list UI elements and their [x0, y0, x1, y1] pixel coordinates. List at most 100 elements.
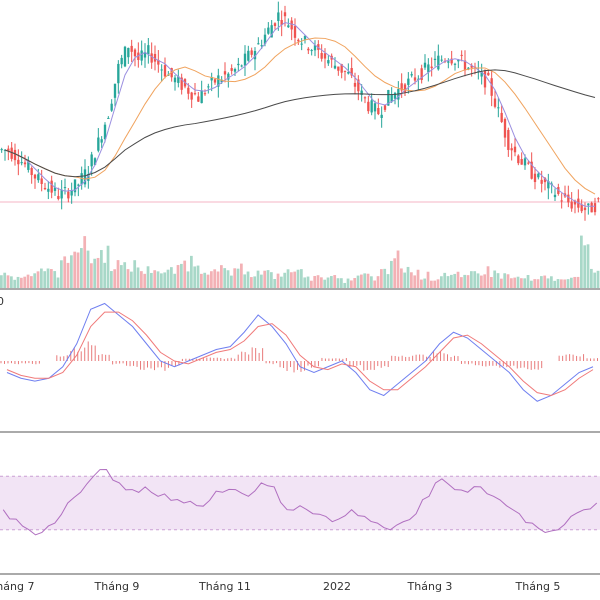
- volume-bar: [306, 276, 310, 288]
- candle-body: [520, 159, 523, 165]
- volume-bar: [160, 273, 163, 288]
- candle-body: [467, 67, 470, 69]
- candle-body: [157, 59, 160, 65]
- volume-bar: [373, 280, 377, 288]
- x-tick-label: Tháng 7: [0, 580, 34, 593]
- volume-bar: [110, 271, 113, 288]
- candle-body: [593, 203, 597, 213]
- volume-bar: [360, 274, 363, 288]
- candle-body: [543, 178, 547, 183]
- candle-body: [147, 45, 150, 55]
- candle-body: [413, 77, 417, 81]
- candle-body: [47, 188, 50, 192]
- candle-body: [130, 45, 133, 52]
- volume-bar: [286, 269, 290, 288]
- candle-body: [120, 57, 123, 65]
- candle-body: [490, 78, 493, 96]
- candle-body: [67, 191, 70, 199]
- candle-body: [73, 179, 77, 193]
- candle-body: [383, 105, 387, 110]
- volume-bar: [76, 252, 80, 288]
- volume-bar: [343, 282, 347, 288]
- candle-body: [357, 79, 360, 92]
- volume-bar: [266, 270, 270, 288]
- candle-body: [493, 98, 497, 107]
- candle-body: [553, 194, 557, 198]
- volume-bar: [60, 260, 63, 288]
- candle-body: [597, 198, 600, 200]
- ma-short-line: [4, 21, 595, 207]
- candle-body: [583, 207, 587, 211]
- volume-bar: [280, 276, 283, 288]
- volume-bar: [496, 273, 500, 288]
- volume-bar: [450, 274, 453, 288]
- volume-bar: [393, 258, 397, 288]
- volume-bar: [416, 269, 420, 288]
- volume-bar: [256, 270, 260, 288]
- candle-body: [173, 77, 177, 83]
- signal-line: [6, 311, 594, 397]
- candle-body: [180, 77, 183, 90]
- candle-body: [423, 62, 427, 68]
- volume-bar: [423, 278, 427, 288]
- candle-body: [560, 200, 563, 202]
- volume-bar: [213, 269, 217, 288]
- candle-body: [370, 100, 373, 113]
- volume-bar: [143, 273, 147, 288]
- candle-body: [90, 154, 93, 167]
- candle-body: [23, 162, 27, 165]
- volume-bar: [170, 267, 173, 288]
- volume-bar: [80, 248, 83, 288]
- volume-bar: [253, 276, 257, 288]
- volume-bar: [290, 272, 293, 288]
- volume-bar: [410, 272, 413, 288]
- candle-body: [573, 200, 577, 205]
- candle-body: [277, 12, 280, 22]
- volume-bar: [556, 279, 560, 288]
- volume-bar: [263, 270, 267, 288]
- volume-bar: [550, 276, 553, 288]
- candle-body: [273, 23, 277, 27]
- volume-bar: [400, 268, 403, 288]
- candle-body: [290, 20, 293, 30]
- volume-bar: [220, 265, 223, 288]
- volume-bar: [0, 275, 3, 288]
- volume-bar: [173, 273, 177, 288]
- volume-bar: [523, 278, 527, 288]
- volume-bar: [560, 279, 563, 288]
- candle-body: [580, 204, 583, 212]
- volume-bar: [120, 265, 123, 288]
- macd-panel: [0, 302, 599, 402]
- candle-body: [310, 50, 313, 52]
- volume-bar: [420, 279, 423, 288]
- volume-bar: [166, 269, 170, 288]
- candle-body: [377, 107, 380, 115]
- volume-bar: [16, 276, 20, 288]
- candle-body: [537, 173, 540, 178]
- volume-bar: [413, 275, 417, 288]
- candle-body: [303, 35, 307, 40]
- volume-bar: [246, 271, 250, 288]
- candle-body: [367, 101, 370, 112]
- volume-bar: [106, 245, 110, 288]
- candle-body: [40, 178, 43, 184]
- volume-bar: [430, 280, 433, 288]
- volume-bar: [206, 274, 210, 288]
- candle-body: [100, 139, 103, 143]
- clipped-label: 0: [0, 295, 4, 308]
- candle-body: [427, 64, 430, 73]
- volume-bar: [183, 260, 187, 288]
- volume-bar: [136, 267, 140, 288]
- volume-bar: [480, 275, 483, 288]
- volume-bar: [543, 275, 547, 288]
- candle-body: [457, 59, 460, 62]
- volume-bar: [553, 280, 557, 288]
- candle-body: [17, 159, 20, 165]
- volume-bar: [250, 277, 253, 288]
- candle-body: [327, 60, 330, 64]
- volume-bar: [293, 271, 297, 288]
- candle-body: [37, 174, 40, 181]
- volume-bar: [316, 275, 320, 288]
- volume-bar: [296, 269, 300, 288]
